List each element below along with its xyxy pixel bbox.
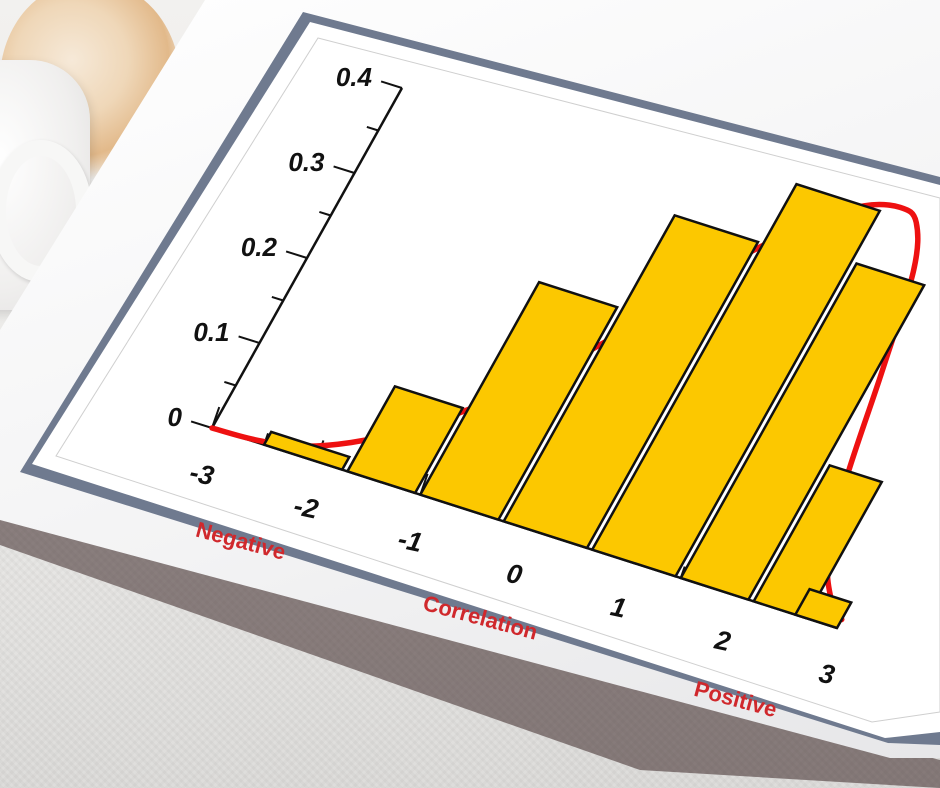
bar-8 (793, 587, 854, 630)
y-tick-label: 0.2 (241, 232, 278, 262)
y-minor-tick (366, 125, 379, 132)
y-minor-tick (319, 210, 332, 217)
y-minor-tick (271, 295, 284, 302)
y-tick-label: 0.1 (193, 317, 229, 347)
bar-1 (262, 430, 352, 472)
bars-layer (262, 182, 927, 630)
y-major-tick (380, 80, 403, 89)
y-axis-ticks (190, 80, 403, 429)
bar-4 (501, 213, 760, 550)
bar-5 (590, 182, 882, 578)
x-tick-label: 1 (608, 591, 629, 623)
y-major-tick (333, 165, 355, 174)
y-tick-label: 0.3 (288, 147, 325, 177)
y-major-tick (285, 250, 308, 259)
y-major-tick (238, 335, 260, 344)
x-major-tick (211, 406, 221, 429)
bar-7 (751, 463, 884, 620)
x-tick-label: 0 (504, 558, 525, 590)
bar-2 (345, 384, 465, 495)
plot-frame (55, 37, 940, 723)
y-major-tick (190, 420, 213, 429)
x-tick-label: 3 (816, 658, 837, 690)
bar-6 (678, 261, 927, 602)
y-tick-label: 0 (168, 402, 183, 432)
x-tick-label: 2 (711, 624, 733, 657)
y-tick-label: 0.4 (336, 62, 373, 92)
y-minor-tick (224, 380, 237, 387)
bar-3 (418, 280, 620, 522)
